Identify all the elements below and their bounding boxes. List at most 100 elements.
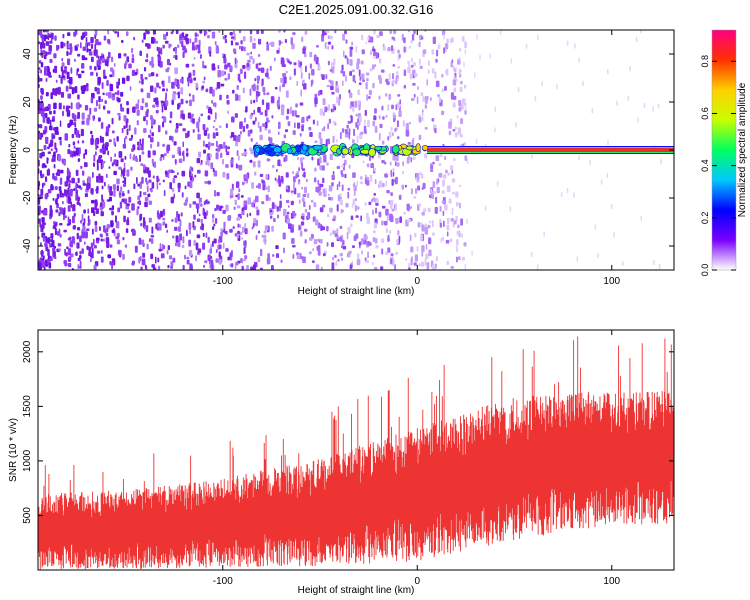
noise-cell <box>52 251 56 258</box>
noise-cell <box>211 63 216 71</box>
noise-cell <box>371 48 376 52</box>
noise-cell <box>385 228 388 233</box>
noise-cell <box>83 209 86 214</box>
noise-cell <box>319 183 324 188</box>
noise-cell <box>162 179 165 183</box>
noise-cell <box>183 202 188 206</box>
noise-cell <box>141 239 145 246</box>
spectrogram-x-ticks: -100 0 100 <box>213 30 621 287</box>
noise-cell <box>280 175 284 182</box>
noise-cell <box>212 89 215 97</box>
noise-cell <box>291 171 295 175</box>
noise-cell <box>333 120 336 125</box>
noise-cell <box>158 226 161 231</box>
noise-cell <box>71 87 75 95</box>
noise-cell <box>209 248 213 254</box>
noise-cell <box>314 167 317 172</box>
noise-cell <box>185 33 189 37</box>
noise-cell <box>456 256 458 263</box>
noise-cell <box>135 103 139 110</box>
noise-cell <box>337 259 340 262</box>
noise-cell <box>417 86 419 91</box>
noise-cell <box>456 201 459 207</box>
noise-cell <box>81 112 85 120</box>
noise-cell <box>171 218 174 222</box>
noise-cell <box>189 176 193 181</box>
noise-cell <box>299 102 304 106</box>
noise-cell <box>317 244 321 251</box>
noise-cell <box>463 62 465 68</box>
noise-cell <box>192 118 195 124</box>
noise-cell <box>313 202 317 208</box>
noise-cell <box>116 239 121 245</box>
noise-cell <box>525 43 528 49</box>
noise-cell <box>476 34 478 40</box>
noise-cell <box>77 53 81 57</box>
noise-cell <box>67 123 71 128</box>
noise-cell <box>464 155 468 161</box>
noise-cell <box>302 79 305 85</box>
spectrogram-y-axis-label: Frequency (Hz) <box>8 116 19 185</box>
noise-cell <box>108 139 112 143</box>
noise-cell <box>226 146 231 150</box>
noise-cell <box>451 59 454 64</box>
noise-cell <box>157 178 160 182</box>
noise-cell <box>444 70 449 74</box>
noise-cell <box>328 118 332 124</box>
noise-cell <box>313 238 318 245</box>
noise-cell <box>197 169 201 174</box>
noise-cell <box>460 218 464 226</box>
noise-cell <box>96 72 98 77</box>
noise-cell <box>408 154 411 160</box>
noise-cell <box>306 178 308 183</box>
noise-cell <box>139 255 142 260</box>
noise-cell <box>378 95 381 100</box>
noise-cell <box>167 245 171 251</box>
noise-cell <box>168 169 172 173</box>
noise-cell <box>232 48 236 53</box>
noise-cell <box>187 112 192 119</box>
noise-cell <box>140 73 143 80</box>
noise-cell <box>244 228 248 235</box>
noise-cell <box>64 188 66 197</box>
noise-cell <box>220 83 225 87</box>
noise-cell <box>153 121 156 125</box>
noise-cell <box>57 243 62 247</box>
noise-cell <box>351 41 354 46</box>
noise-cell <box>114 153 116 158</box>
noise-cell <box>84 241 86 245</box>
noise-cell <box>327 123 329 130</box>
noise-cell <box>162 44 165 49</box>
noise-cell <box>253 99 256 104</box>
noise-cell <box>446 185 451 193</box>
noise-cell <box>364 202 367 206</box>
noise-cell <box>301 168 306 171</box>
noise-cell <box>79 104 82 108</box>
spectrogram-x-tick-label: 100 <box>603 276 620 287</box>
noise-cell <box>81 170 85 176</box>
noise-cell <box>109 207 113 211</box>
noise-cell <box>317 90 321 96</box>
noise-cell <box>88 51 93 56</box>
noise-cell <box>247 197 252 205</box>
noise-cell <box>345 75 347 82</box>
noise-cell <box>71 215 75 224</box>
noise-cell <box>203 65 207 69</box>
noise-cell <box>41 173 45 178</box>
noise-cell <box>366 217 371 224</box>
noise-cell <box>459 47 462 52</box>
noise-cell <box>174 67 178 74</box>
noise-cell <box>510 58 513 64</box>
noise-cell <box>67 149 71 155</box>
noise-cell <box>341 239 345 246</box>
noise-cell <box>55 198 58 205</box>
noise-cell <box>60 169 64 174</box>
noise-cell <box>464 49 467 55</box>
noise-cell <box>466 158 469 164</box>
noise-cell <box>362 160 365 164</box>
noise-cell <box>303 228 308 232</box>
noise-cell <box>213 238 217 244</box>
noise-cell <box>45 30 49 33</box>
noise-cell <box>302 157 305 160</box>
noise-cell <box>210 143 215 146</box>
